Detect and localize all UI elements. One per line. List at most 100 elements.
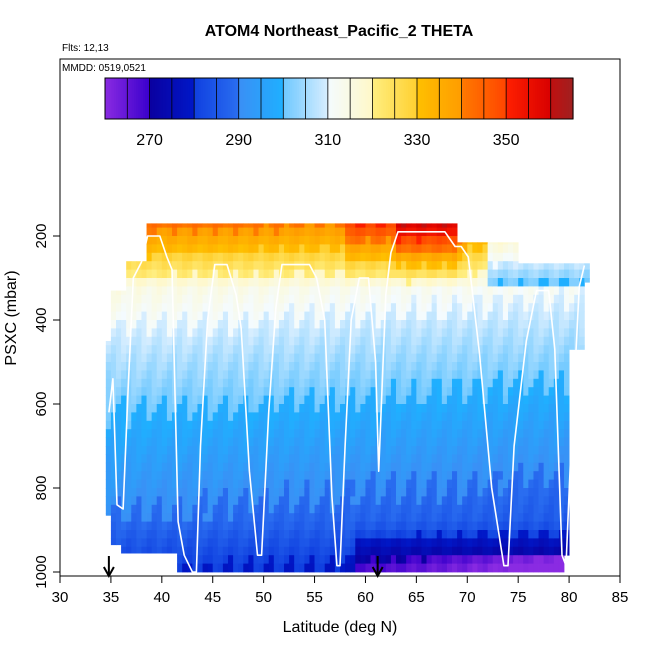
heatmap-cell [172, 261, 178, 270]
heatmap-cell [126, 530, 132, 539]
heatmap-cell [528, 378, 534, 388]
heatmap-cell [492, 395, 499, 405]
heatmap-cell [197, 404, 203, 413]
heatmap-cell [502, 336, 509, 346]
heatmap-cell [533, 362, 539, 371]
heatmap-cell [172, 530, 178, 539]
heatmap-cell [396, 488, 402, 497]
heatmap-cell [421, 303, 427, 312]
heatmap-cell [273, 336, 280, 346]
heatmap-cell [385, 362, 392, 371]
heatmap-cell [263, 353, 270, 363]
heatmap-cell [110, 362, 117, 371]
heatmap-cell [446, 387, 453, 396]
heatmap-cell [375, 404, 382, 413]
heatmap-cell [187, 378, 193, 388]
heatmap-cell [492, 563, 499, 573]
heatmap-cell [416, 223, 422, 228]
heatmap-cell [166, 479, 173, 489]
heatmap-cell [452, 437, 458, 447]
heatmap-cell [487, 429, 494, 438]
heatmap-cell [513, 311, 519, 321]
heatmap-cell [319, 446, 326, 455]
heatmap-cell [141, 546, 147, 554]
heatmap-cell [248, 294, 254, 304]
heatmap-cell [477, 278, 483, 287]
heatmap-cell [436, 387, 443, 396]
heatmap-cell [299, 504, 305, 514]
heatmap-cell [441, 336, 448, 346]
heatmap-cell [446, 563, 453, 573]
heatmap-cell [355, 420, 361, 430]
heatmap-cell [462, 387, 468, 396]
heatmap-cell [350, 387, 356, 396]
colorbar-swatch [394, 78, 398, 119]
colorbar-swatch [223, 78, 226, 119]
heatmap-cell [141, 471, 147, 480]
heatmap-cell [508, 488, 514, 497]
heatmap-cell [477, 269, 483, 279]
heatmap-cell [472, 286, 478, 296]
heatmap-cell [319, 420, 326, 430]
heatmap-cell [436, 471, 443, 480]
heatmap-cell [574, 263, 580, 270]
heatmap-cell [110, 370, 117, 380]
heatmap-cell [513, 404, 519, 413]
heatmap-cell [482, 328, 489, 338]
heatmap-cell [304, 454, 310, 464]
heatmap-cell [141, 395, 147, 405]
heatmap-cell [212, 504, 219, 514]
heatmap-cell [105, 412, 112, 422]
colorbar-swatch [292, 78, 296, 119]
heatmap-cell [278, 521, 285, 531]
heatmap-cell [472, 328, 478, 338]
heatmap-cell [217, 479, 224, 489]
heatmap-cell [452, 353, 458, 363]
colorbar-swatch [483, 78, 487, 119]
heatmap-cell [202, 261, 209, 270]
heatmap-cell [161, 420, 168, 430]
heatmap-cell [151, 336, 158, 346]
heatmap-cell [131, 488, 137, 497]
heatmap-cell [370, 378, 377, 388]
heatmap-cell [141, 521, 147, 531]
heatmap-cell [304, 294, 310, 304]
heatmap-cell [248, 286, 254, 296]
heatmap-cell [564, 462, 570, 472]
heatmap-cell [253, 311, 259, 321]
heatmap-cell [289, 488, 295, 497]
heatmap-cell [543, 387, 550, 396]
heatmap-cell [334, 420, 341, 430]
heatmap-cell [319, 395, 326, 405]
heatmap-cell [380, 496, 387, 506]
heatmap-cell [299, 496, 305, 506]
heatmap-cell [172, 328, 178, 338]
heatmap-cell [396, 446, 402, 455]
heatmap-cell [396, 471, 402, 480]
heatmap-cell [564, 488, 570, 497]
heatmap-cell [523, 303, 529, 312]
heatmap-cell [197, 269, 203, 279]
heatmap-cell [345, 278, 351, 287]
heatmap-cell [192, 521, 198, 531]
heatmap-cell [452, 446, 458, 455]
heatmap-cell [538, 303, 545, 312]
heatmap-cell [492, 412, 499, 422]
heatmap-cell [177, 446, 183, 455]
heatmap-cell [161, 362, 168, 371]
heatmap-cell [457, 353, 463, 363]
heatmap-cell [497, 488, 504, 497]
heatmap-cell [116, 387, 122, 396]
heatmap-cell [273, 387, 280, 396]
heatmap-cell [502, 362, 509, 371]
heatmap-cell [452, 488, 458, 497]
heatmap-cell [553, 496, 560, 506]
heatmap-cell [314, 429, 321, 438]
heatmap-cell [452, 555, 458, 564]
heatmap-cell [401, 462, 407, 472]
heatmap-cell [436, 546, 443, 556]
colorbar-swatch [265, 78, 269, 119]
heatmap-cell [324, 446, 331, 455]
colorbar-swatch [178, 78, 182, 119]
heatmap-cell [548, 471, 555, 480]
